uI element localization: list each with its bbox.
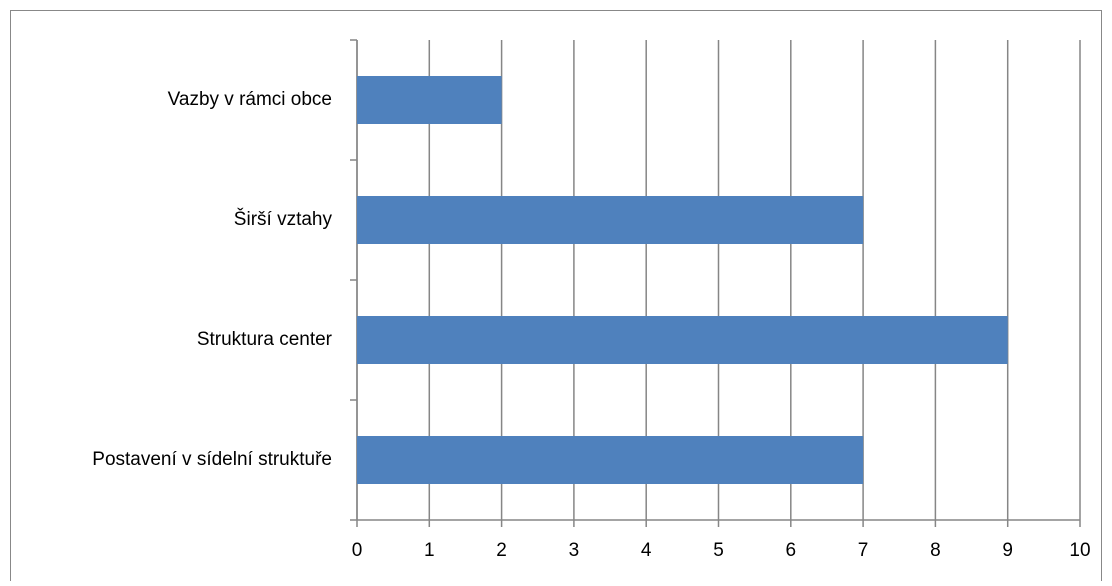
bar (357, 436, 864, 484)
chart-frame (10, 10, 1102, 586)
bar (357, 76, 502, 124)
x-tick-label: 7 (858, 540, 869, 561)
x-tick-label: 0 (352, 540, 363, 561)
x-tick-label: 6 (786, 540, 797, 561)
y-tick-label: Širší vztahy (234, 208, 333, 230)
x-tick-label: 4 (641, 540, 652, 561)
bar (357, 316, 1008, 364)
x-tick-label: 8 (930, 540, 941, 561)
bar (357, 196, 864, 244)
y-tick-label: Struktura center (197, 329, 333, 350)
x-tick-label: 2 (496, 540, 507, 561)
x-tick-label: 3 (569, 540, 580, 561)
y-tick-label: Postavení v sídelní struktuře (92, 449, 332, 470)
x-tick-label: 5 (713, 540, 724, 561)
x-tick-label: 1 (424, 540, 435, 561)
x-tick-label: 9 (1002, 540, 1013, 561)
x-tick-label: 10 (1069, 540, 1090, 561)
y-tick-label: Vazby v rámci obce (168, 89, 332, 110)
